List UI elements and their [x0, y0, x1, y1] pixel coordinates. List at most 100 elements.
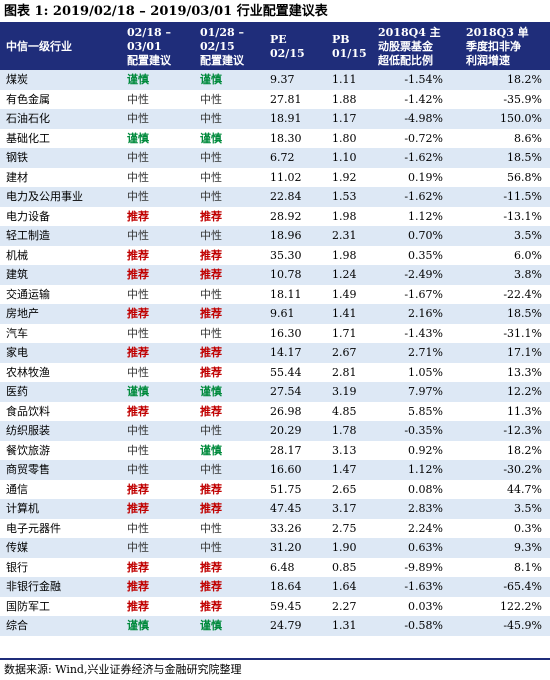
- pb-value: 2.31: [332, 229, 357, 242]
- recommendation-current: 中性: [127, 287, 149, 301]
- pe-value: 28.92: [270, 209, 302, 223]
- industry-name: 建材: [6, 170, 28, 184]
- pe-value: 47.45: [270, 502, 302, 515]
- table-row: 有色金属 中性 中性 27.81 1.88 -1.42% -35.9%: [0, 90, 550, 110]
- fund-allocation-value: 7.97%: [408, 385, 443, 398]
- table-row: 机械 推荐 推荐 35.30 1.98 0.35% 6.0%: [0, 246, 550, 266]
- table-row: 电力设备 推荐 推荐 28.92 1.98 1.12% -13.1%: [0, 207, 550, 227]
- pe-value: 16.30: [270, 326, 302, 340]
- recommendation-current: 推荐: [127, 560, 149, 574]
- pe-value: 28.17: [270, 443, 302, 457]
- pb-value: 1.98: [332, 209, 357, 223]
- pb-value: 1.88: [332, 92, 357, 106]
- industry-name: 电力设备: [6, 209, 50, 223]
- pb-value: 0.85: [332, 560, 357, 574]
- recommendation-previous: 中性: [200, 170, 222, 184]
- fund-allocation-value: 0.70%: [408, 229, 443, 242]
- industry-name: 通信: [6, 482, 28, 496]
- profit-growth-value: 18.2%: [507, 73, 542, 86]
- recommendation-previous: 推荐: [200, 365, 222, 379]
- table-row: 钢铁 中性 中性 6.72 1.10 -1.62% 18.5%: [0, 148, 550, 168]
- figure-title: 图表 1: 2019/02/18 – 2019/03/01 行业配置建议表: [4, 4, 328, 19]
- pb-value: 1.80: [332, 131, 357, 145]
- recommendation-previous: 中性: [200, 92, 222, 106]
- industry-name: 非银行金融: [6, 580, 61, 593]
- header-industry: 中信一级行业: [6, 40, 72, 53]
- pe-value: 16.60: [270, 463, 302, 476]
- recommendation-current: 推荐: [127, 209, 149, 223]
- fund-allocation-value: 5.85%: [408, 404, 443, 418]
- fund-allocation-value: -1.62%: [404, 151, 443, 164]
- fund-allocation-value: 0.08%: [408, 482, 443, 496]
- industry-name: 电子元器件: [6, 521, 61, 535]
- header-recommendation-current: 02/18 – 03/01 配置建议: [127, 26, 171, 67]
- recommendation-previous: 中性: [200, 326, 222, 340]
- industry-name: 国防军工: [6, 599, 50, 613]
- fund-allocation-value: -2.49%: [404, 268, 443, 281]
- industry-name: 石油石化: [6, 112, 50, 125]
- profit-growth-value: 8.6%: [514, 131, 542, 145]
- fund-allocation-value: 1.12%: [408, 209, 443, 223]
- fund-allocation-value: 2.71%: [408, 346, 443, 359]
- pe-value: 18.64: [270, 580, 302, 593]
- recommendation-previous: 推荐: [200, 560, 222, 574]
- recommendation-current: 推荐: [127, 346, 149, 359]
- industry-name: 钢铁: [6, 151, 28, 164]
- table-row: 计算机 推荐 推荐 47.45 3.17 2.83% 3.5%: [0, 499, 550, 519]
- recommendation-current: 中性: [127, 92, 149, 106]
- profit-growth-value: 3.8%: [514, 268, 542, 281]
- recommendation-current: 推荐: [127, 502, 149, 515]
- profit-growth-value: 8.1%: [514, 560, 542, 574]
- recommendation-previous: 推荐: [200, 209, 222, 223]
- recommendation-current: 中性: [127, 463, 149, 476]
- industry-name: 有色金属: [6, 92, 50, 106]
- industry-name: 建筑: [6, 268, 28, 281]
- profit-growth-value: 12.2%: [507, 385, 542, 398]
- industry-name: 家电: [6, 346, 28, 359]
- profit-growth-value: -30.2%: [503, 463, 542, 476]
- pb-value: 1.92: [332, 170, 357, 184]
- pb-value: 2.81: [332, 365, 357, 379]
- fund-allocation-value: -0.72%: [404, 131, 443, 145]
- recommendation-previous: 推荐: [200, 580, 222, 593]
- table-row: 商贸零售 中性 中性 16.60 1.47 1.12% -30.2%: [0, 460, 550, 480]
- data-source-note: 数据来源: Wind,兴业证券经济与金融研究院整理: [4, 663, 242, 676]
- recommendation-previous: 中性: [200, 521, 222, 535]
- industry-name: 轻工制造: [6, 229, 50, 242]
- recommendation-previous: 推荐: [200, 248, 222, 262]
- recommendation-previous: 推荐: [200, 599, 222, 613]
- recommendation-current: 中性: [127, 151, 149, 164]
- profit-growth-value: 13.3%: [507, 365, 542, 379]
- recommendation-current: 推荐: [127, 268, 149, 281]
- pe-value: 9.61: [270, 307, 295, 320]
- industry-name: 商贸零售: [6, 463, 50, 476]
- recommendation-current: 中性: [127, 112, 149, 125]
- recommendation-previous: 中性: [200, 463, 222, 476]
- pe-value: 14.17: [270, 346, 302, 359]
- industry-table: 煤炭 谨慎 谨慎 9.37 1.11 -1.54% 18.2% 有色金属 中性 中性 27.81 1.…: [0, 70, 550, 636]
- header-profit-growth: 2018Q3 单 季度扣非净 利润增速: [466, 26, 529, 67]
- industry-name: 机械: [6, 248, 28, 262]
- table-row: 轻工制造 中性 中性 18.96 2.31 0.70% 3.5%: [0, 226, 550, 246]
- industry-name: 汽车: [6, 326, 28, 340]
- pe-value: 55.44: [270, 365, 302, 379]
- pb-value: 2.75: [332, 521, 357, 535]
- pe-value: 18.91: [270, 112, 302, 125]
- profit-growth-value: 3.5%: [514, 502, 542, 515]
- recommendation-previous: 中性: [200, 229, 222, 242]
- industry-name: 基础化工: [6, 131, 50, 145]
- pb-value: 2.67: [332, 346, 357, 359]
- pe-value: 24.79: [270, 619, 302, 632]
- header-pb: PB 01/15: [332, 33, 367, 60]
- industry-name: 纺织服装: [6, 424, 50, 437]
- recommendation-previous: 推荐: [200, 502, 222, 515]
- fund-allocation-value: 1.05%: [408, 365, 443, 379]
- fund-allocation-value: -0.58%: [404, 619, 443, 632]
- recommendation-current: 推荐: [127, 482, 149, 496]
- recommendation-current: 谨慎: [127, 385, 149, 398]
- table-header: 中信一级行业 02/18 – 03/01 配置建议 01/28 – 02/15 …: [0, 24, 550, 70]
- pe-value: 6.72: [270, 151, 295, 164]
- pe-value: 27.54: [270, 385, 302, 398]
- recommendation-current: 中性: [127, 443, 149, 457]
